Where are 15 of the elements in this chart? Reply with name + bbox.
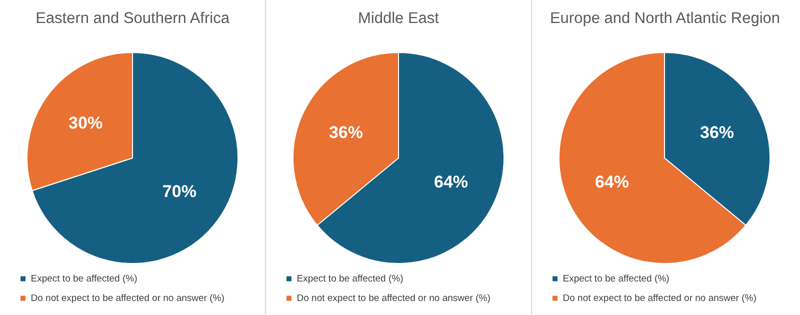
data-label: 70% [162,182,196,201]
legend-label: Do not expect to be affected or no answer (%) [562,292,756,304]
data-label: 30% [68,114,103,133]
data-label: 36% [700,122,734,142]
chart-title: Middle East [357,9,440,29]
data-label: 64% [594,172,630,192]
legend-label: Expect to be affected (%) [30,273,138,284]
data-label: 64% [434,172,468,192]
legend-label: Expect to be affected (%) [562,273,670,284]
legend-label: Do not expect to be affected or no answer (%) [30,292,224,304]
legend-label: Do not expect to be affected or no answer (%) [296,292,490,304]
legend-label: Expect to be affected (%) [296,273,404,284]
chart-title: Europe and North Atlantic Region [548,9,782,29]
data-label: 36% [328,122,364,142]
chart-title: Eastern and Southern Africa [34,9,230,29]
